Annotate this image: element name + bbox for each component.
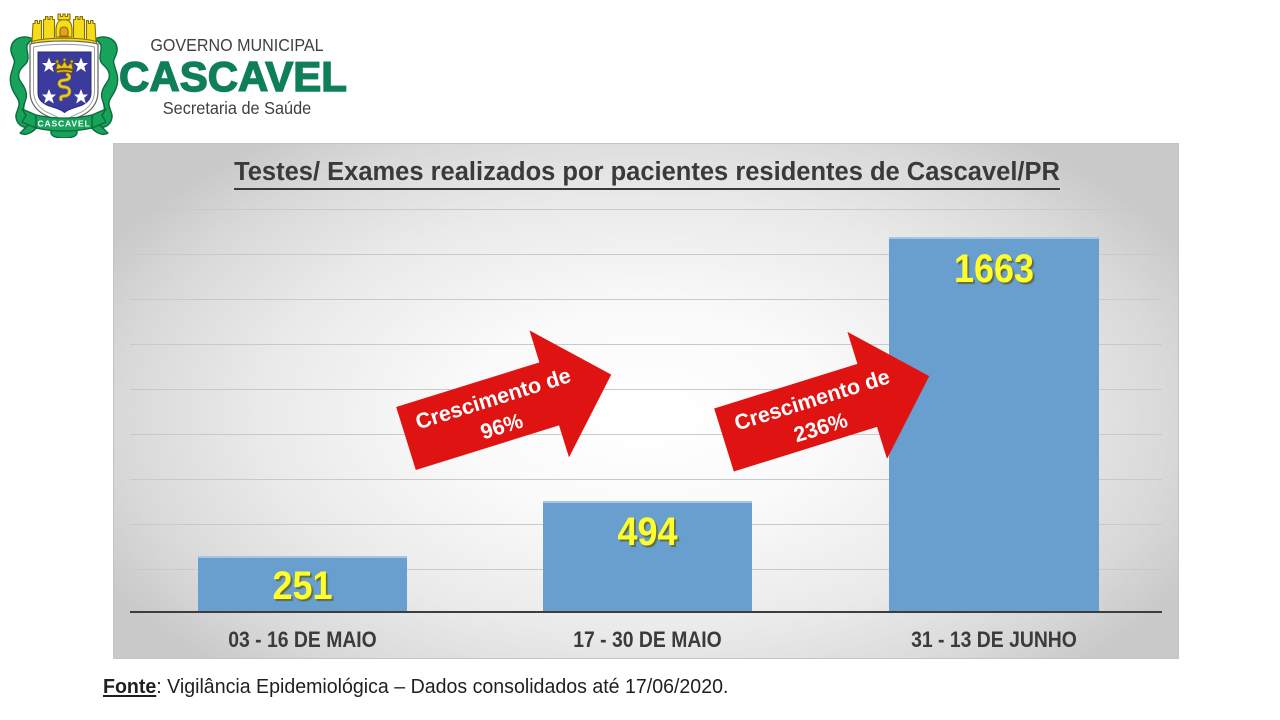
svg-text:CASCAVEL: CASCAVEL <box>37 118 90 128</box>
